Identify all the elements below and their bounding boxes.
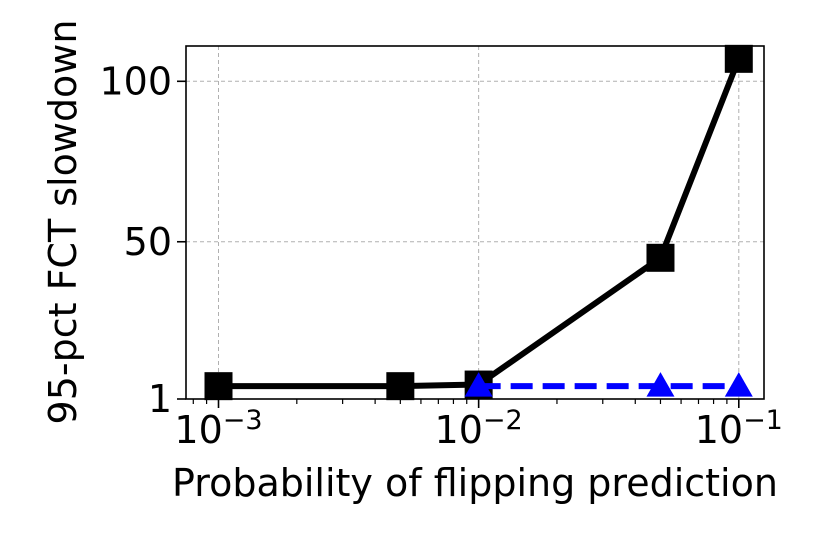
- series-group: [204, 44, 753, 401]
- y-axis-label: 95-pct FCT slowdown: [41, 20, 85, 425]
- y-tick-label-1: 50: [124, 220, 172, 264]
- series-1-marker-2: [724, 372, 753, 397]
- x-tick-label-0: 10−3: [174, 405, 262, 452]
- series-1-marker-0: [464, 372, 493, 397]
- y-tick-label-2: 100: [99, 59, 172, 103]
- y-tick-label-0: 1: [148, 377, 172, 421]
- series-1-marker-1: [646, 372, 675, 397]
- series-0-marker-0: [204, 372, 233, 401]
- series-0-marker-4: [724, 44, 753, 73]
- x-tick-label-2: 10−1: [695, 405, 783, 452]
- series-0-marker-1: [386, 372, 415, 401]
- axis-ticks: 10−3 10−2 10−1 1 50 100: [99, 59, 782, 452]
- series-0-marker-3: [646, 243, 675, 272]
- x-tick-label-1: 10−2: [435, 405, 523, 452]
- plot-frame: [185, 45, 765, 400]
- x-axis-label: Probability of flipping prediction: [172, 461, 778, 505]
